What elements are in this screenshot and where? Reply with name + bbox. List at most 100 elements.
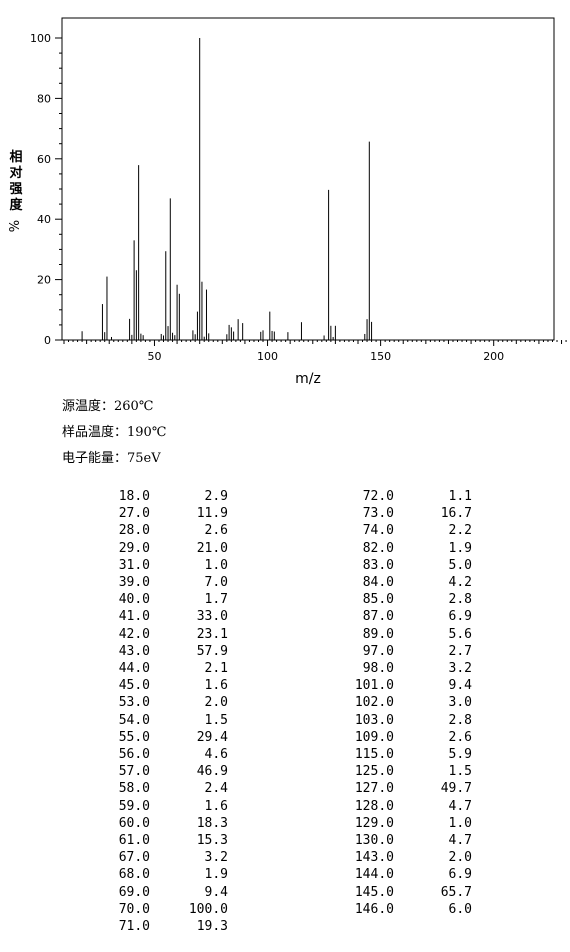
peak-row: 70.0 100.0 — [86, 901, 228, 918]
x-tick-label: 50 — [147, 350, 161, 363]
peak-mz: 89.0 — [362, 626, 394, 642]
peak-intensity: 11.9 — [196, 506, 228, 522]
peak-row: 97.0 2.7 — [330, 643, 472, 660]
peak-row: 72.0 1.1 — [330, 488, 472, 505]
peak-intensity: 7.0 — [204, 575, 228, 591]
peak-intensity: 5.0 — [448, 557, 472, 573]
y-axis-label-text: 相对强度 — [8, 150, 24, 214]
peak-intensity: 2.4 — [204, 781, 228, 797]
peak-row: 84.0 4.2 — [330, 574, 472, 591]
peak-mz: 115.0 — [354, 747, 394, 763]
peak-intensity: 1.0 — [204, 557, 228, 573]
peak-mz: 43.0 — [118, 643, 150, 659]
peak-intensity: 15.3 — [196, 833, 228, 849]
peak-mz: 98.0 — [362, 661, 394, 677]
peak-mz: 82.0 — [362, 540, 394, 556]
peak-row: 83.0 5.0 — [330, 557, 472, 574]
peak-mz: 56.0 — [118, 747, 150, 763]
peak-mz: 61.0 — [118, 833, 150, 849]
x-axis: 50100150200250 — [63, 340, 567, 363]
y-axis-label-char: 相 — [9, 150, 23, 165]
peak-mz: 58.0 — [118, 781, 150, 797]
peak-mz: 145.0 — [354, 884, 394, 900]
peak-mz: 130.0 — [354, 833, 394, 849]
peak-row: 74.0 2.2 — [330, 522, 472, 539]
peak-intensity: 2.6 — [448, 729, 472, 745]
peak-mz: 53.0 — [118, 695, 150, 711]
y-axis-label: 相对强度 % — [8, 150, 24, 234]
peak-row: 89.0 5.6 — [330, 626, 472, 643]
peak-row: 109.0 2.6 — [330, 729, 472, 746]
peak-mz: 84.0 — [362, 575, 394, 591]
peak-mz: 87.0 — [362, 609, 394, 625]
peak-mz: 85.0 — [362, 592, 394, 608]
peak-mz: 101.0 — [354, 678, 394, 694]
peak-intensity: 1.6 — [204, 678, 228, 694]
peak-mz: 97.0 — [362, 643, 394, 659]
peak-intensity: 49.7 — [440, 781, 472, 797]
peak-mz: 73.0 — [362, 506, 394, 522]
peak-intensity: 9.4 — [448, 678, 472, 694]
peak-row: 61.0 15.3 — [86, 832, 228, 849]
peak-intensity: 4.2 — [448, 575, 472, 591]
plot-frame — [61, 17, 555, 341]
peak-row: 145.0 65.7 — [330, 884, 472, 901]
peak-mz: 31.0 — [118, 557, 150, 573]
acquisition-conditions: 源温度：260℃ 样品温度：190℃ 电子能量：75eV — [62, 398, 166, 476]
y-tick-label: 60 — [37, 153, 51, 166]
peak-intensity: 19.3 — [196, 919, 228, 935]
x-tick-label: 100 — [257, 350, 278, 363]
peak-intensity: 1.7 — [204, 592, 228, 608]
peak-mz: 68.0 — [118, 867, 150, 883]
peak-intensity: 18.3 — [196, 815, 228, 831]
peak-mz: 28.0 — [118, 523, 150, 539]
peak-mz: 144.0 — [354, 867, 394, 883]
peak-row: 39.0 7.0 — [86, 574, 228, 591]
y-tick-label: 40 — [37, 213, 51, 226]
peak-intensity: 2.0 — [448, 850, 472, 866]
peak-intensity: 2.6 — [204, 523, 228, 539]
y-tick-label: 80 — [37, 92, 51, 105]
peak-row: 53.0 2.0 — [86, 694, 228, 711]
peak-row: 85.0 2.8 — [330, 591, 472, 608]
peak-row: 27.0 11.9 — [86, 505, 228, 522]
peak-mz: 39.0 — [118, 575, 150, 591]
peak-intensity: 3.2 — [448, 661, 472, 677]
peak-intensity: 1.9 — [204, 867, 228, 883]
y-tick-label: 0 — [44, 334, 51, 347]
spectrum-bars — [81, 38, 373, 340]
peak-row: 129.0 1.0 — [330, 815, 472, 832]
peak-row: 71.0 19.3 — [86, 918, 228, 935]
peak-row: 143.0 2.0 — [330, 849, 472, 866]
y-axis-label-char: 对 — [9, 166, 23, 181]
peak-intensity: 2.2 — [448, 523, 472, 539]
peak-mz: 83.0 — [362, 557, 394, 573]
peak-row: 43.0 57.9 — [86, 643, 228, 660]
peak-row: 146.0 6.0 — [330, 901, 472, 918]
peak-table-left: 18.0 2.9 27.0 11.9 28.0 2.6 29.0 21.0 31.0 1.0 39.… — [86, 488, 228, 935]
peak-mz: 44.0 — [118, 661, 150, 677]
peak-intensity: 3.0 — [448, 695, 472, 711]
y-axis: 0 20 40 60 80 100 — [30, 32, 62, 347]
peak-intensity: 65.7 — [440, 884, 472, 900]
peak-row: 54.0 1.5 — [86, 712, 228, 729]
peak-mz: 57.0 — [118, 764, 150, 780]
peak-row: 18.0 2.9 — [86, 488, 228, 505]
peak-row: 101.0 9.4 — [330, 677, 472, 694]
peak-mz: 143.0 — [354, 850, 394, 866]
peak-intensity: 5.6 — [448, 626, 472, 642]
peak-intensity: 21.0 — [196, 540, 228, 556]
peak-mz: 146.0 — [354, 901, 394, 917]
peak-row: 68.0 1.9 — [86, 866, 228, 883]
peak-row: 29.0 21.0 — [86, 540, 228, 557]
electron-energy: 电子能量：75eV — [62, 451, 161, 466]
peak-mz: 29.0 — [118, 540, 150, 556]
y-tick-label: 20 — [37, 274, 51, 287]
peak-table-right: 72.0 1.1 73.0 16.7 74.0 2.2 82.0 1.9 83.0 5.0 84.0… — [330, 488, 472, 918]
peak-intensity: 29.4 — [196, 729, 228, 745]
sample-temperature: 样品温度：190℃ — [62, 425, 167, 440]
peak-row: 73.0 16.7 — [330, 505, 472, 522]
peak-intensity: 57.9 — [196, 643, 228, 659]
peak-intensity: 1.0 — [448, 815, 472, 831]
